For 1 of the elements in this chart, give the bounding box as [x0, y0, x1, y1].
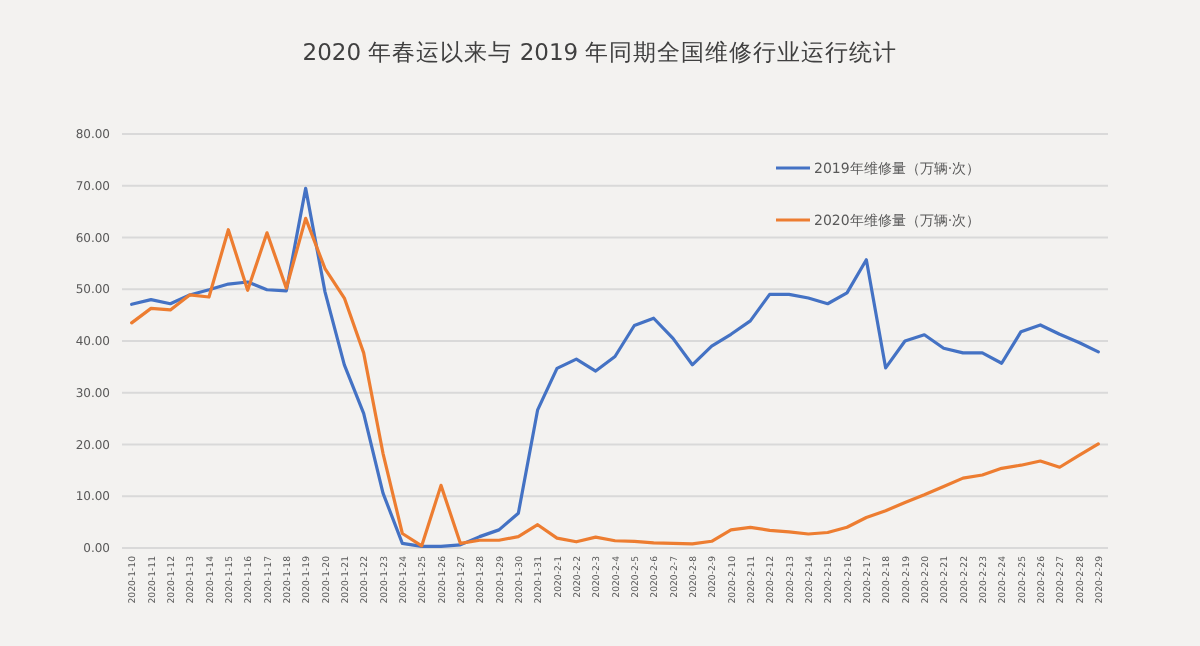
chart-title: 2020 年春运以来与 2019 年同期全国维修行业运行统计 — [302, 38, 898, 66]
